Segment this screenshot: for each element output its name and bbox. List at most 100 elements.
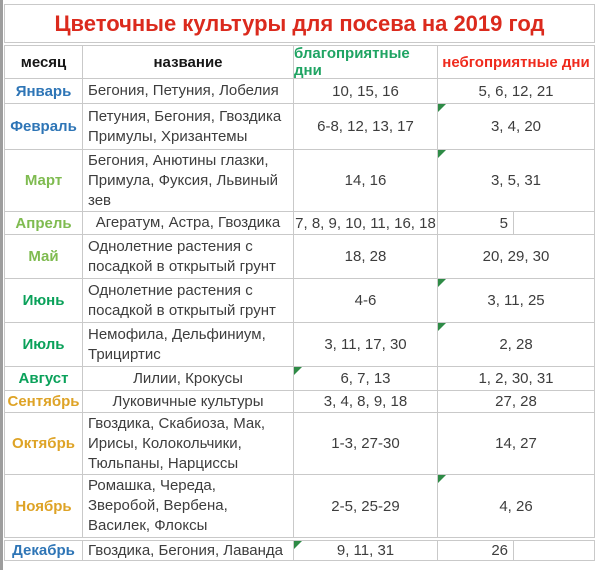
flower-names-cell: Агератум, Астра, Гвоздика [83,212,294,234]
unfavorable-days-value: 27, 28 [495,393,537,410]
favorable-days-cell: 7, 8, 9, 10, 11, 16, 18 [294,212,438,234]
flower-names-cell: Луковичные культуры [83,391,294,412]
unfavorable-days-cell: 2, 28 [438,323,594,366]
table-row: Декабрь Гвоздика, Бегония, Лаванда 9, 11… [4,540,595,561]
favorable-days-cell: 9, 11, 31 [294,541,438,560]
month-label: Январь [15,82,72,100]
unfavorable-days-cell: 5 [438,212,594,234]
cell-corner-marker-icon [294,541,302,549]
unfavorable-days-value: 1, 2, 30, 31 [478,370,554,387]
month-label: Октябрь [12,435,75,452]
flower-names-cell: Бегония, Анютины глазки, Примула, Фуксия… [83,150,294,211]
table-row: Апрель Агератум, Астра, Гвоздика 7, 8, 9… [4,211,595,235]
flower-names-text: Однолетние растения с посадкой в открыты… [88,237,276,275]
column-header-name-label: название [153,53,223,71]
unfavorable-days-cell: 5, 6, 12, 21 [438,79,594,103]
unfavorable-days-cell: 26 [438,541,594,560]
unfavorable-days-subcell: 5 [438,212,514,234]
favorable-days-cell: 3, 11, 17, 30 [294,323,438,366]
flower-names-text: Однолетние растения с посадкой в открыты… [88,281,276,319]
unfavorable-days-cell: 4, 26 [438,475,594,537]
column-header-unfavorable-label: небгоприятные дни [442,53,590,71]
flower-names-cell: Однолетние растения с посадкой в открыты… [83,279,294,322]
month-label: Февраль [10,118,77,135]
flower-names-text: Бегония, Анютины глазки, Примула, Фуксия… [88,151,279,209]
favorable-days-cell: 4-6 [294,279,438,322]
table-row: Октябрь Гвоздика, Скабиоза, Мак, Ирисы, … [4,412,595,475]
unfavorable-days-value: 5 [499,214,508,232]
flower-names-cell: Однолетние растения с посадкой в открыты… [83,235,294,278]
month-cell: Декабрь [5,541,83,560]
favorable-days-value: 14, 16 [344,172,387,189]
cell-corner-marker-icon [438,104,446,112]
flower-names-cell: Лилии, Крокусы [83,367,294,390]
empty-subcell [514,212,594,234]
title-row: Цветочные культуры для посева на 2019 го… [4,4,595,43]
favorable-days-value: 9, 11, 31 [336,542,395,559]
month-label: Ноябрь [15,497,72,515]
table-row: Август Лилии, Крокусы 6, 7, 13 1, 2, 30,… [4,366,595,391]
table-row: Январь Бегония, Петуния, Лобелия 10, 15,… [4,78,595,104]
favorable-days-value: 3, 11, 17, 30 [324,336,407,353]
flower-names-cell: Ромашка, Череда, Зверобой, Вербена, Васи… [83,475,294,537]
month-label: Март [24,172,63,189]
favorable-days-value: 3, 4, 8, 9, 18 [323,393,408,410]
favorable-days-cell: 10, 15, 16 [294,79,438,103]
unfavorable-days-value: 5, 6, 12, 21 [478,82,554,100]
flower-names-cell: Петуния, Бегония, Гвоздика Примулы, Хриз… [83,104,294,149]
favorable-days-cell: 6, 7, 13 [294,367,438,390]
flower-names-text: Луковичные культуры [112,392,264,410]
table-row: Сентябрь Луковичные культуры 3, 4, 8, 9,… [4,390,595,413]
unfavorable-days-value: 4, 26 [499,497,533,515]
month-cell: Июнь [5,279,83,322]
unfavorable-days-cell: 3, 5, 31 [438,150,594,211]
month-label: Сентябрь [7,393,80,410]
unfavorable-days-value: 3, 5, 31 [490,172,542,189]
month-cell: Ноябрь [5,475,83,537]
cell-corner-marker-icon [438,475,446,483]
unfavorable-days-cell: 27, 28 [438,391,594,412]
table-row: Май Однолетние растения с посадкой в отк… [4,234,595,279]
unfavorable-days-value: 2, 28 [499,336,533,353]
favorable-days-value: 18, 28 [344,248,387,265]
column-header-month-label: месяц [20,53,67,71]
unfavorable-days-value: 14, 27 [495,435,537,452]
unfavorable-days-value: 26 [491,542,508,559]
flower-names-cell: Бегония, Петуния, Лобелия [83,79,294,103]
flower-names-cell: Гвоздика, Скабиоза, Мак, Ирисы, Колоколь… [83,413,294,474]
month-label: Июль [22,336,65,353]
column-header-unfavorable-days: небгоприятные дни [438,46,594,78]
cell-corner-marker-icon [438,279,446,287]
unfavorable-days-cell: 3, 4, 20 [438,104,594,149]
flower-names-cell: Гвоздика, Бегония, Лаванда [83,541,294,560]
table-body: Январь Бегония, Петуния, Лобелия 10, 15,… [4,78,595,561]
favorable-days-value: 10, 15, 16 [332,82,399,100]
month-cell: Июль [5,323,83,366]
table-row: Ноябрь Ромашка, Череда, Зверобой, Вербен… [4,474,595,538]
favorable-days-cell: 14, 16 [294,150,438,211]
unfavorable-days-value: 3, 4, 20 [490,118,542,135]
favorable-days-value: 6, 7, 13 [340,370,391,387]
month-cell: Май [5,235,83,278]
flower-names-text: Гвоздика, Бегония, Лаванда [88,541,283,559]
month-label: Апрель [15,214,72,232]
column-header-name: название [83,46,294,78]
unfavorable-days-cell: 20, 29, 30 [438,235,594,278]
cell-corner-marker-icon [438,150,446,158]
unfavorable-days-subcell: 26 [438,541,514,560]
flower-names-text: Ромашка, Череда, Зверобой, Вербена, Васи… [88,477,228,534]
table-row: Март Бегония, Анютины глазки, Примула, Ф… [4,149,595,212]
favorable-days-cell: 3, 4, 8, 9, 18 [294,391,438,412]
favorable-days-value: 4-6 [354,292,377,309]
month-label: Май [28,248,59,265]
month-label: Июнь [22,292,65,309]
unfavorable-days-cell: 14, 27 [438,413,594,474]
flower-names-text: Петуния, Бегония, Гвоздика Примулы, Хриз… [88,107,282,145]
table-row: Февраль Петуния, Бегония, Гвоздика Приму… [4,103,595,150]
month-cell: Январь [5,79,83,103]
month-cell: Сентябрь [5,391,83,412]
unfavorable-days-cell: 3, 11, 25 [438,279,594,322]
flower-names-text: Немофила, Дельфиниум, Трициртис [88,325,266,363]
favorable-days-cell: 18, 28 [294,235,438,278]
month-cell: Февраль [5,104,83,149]
